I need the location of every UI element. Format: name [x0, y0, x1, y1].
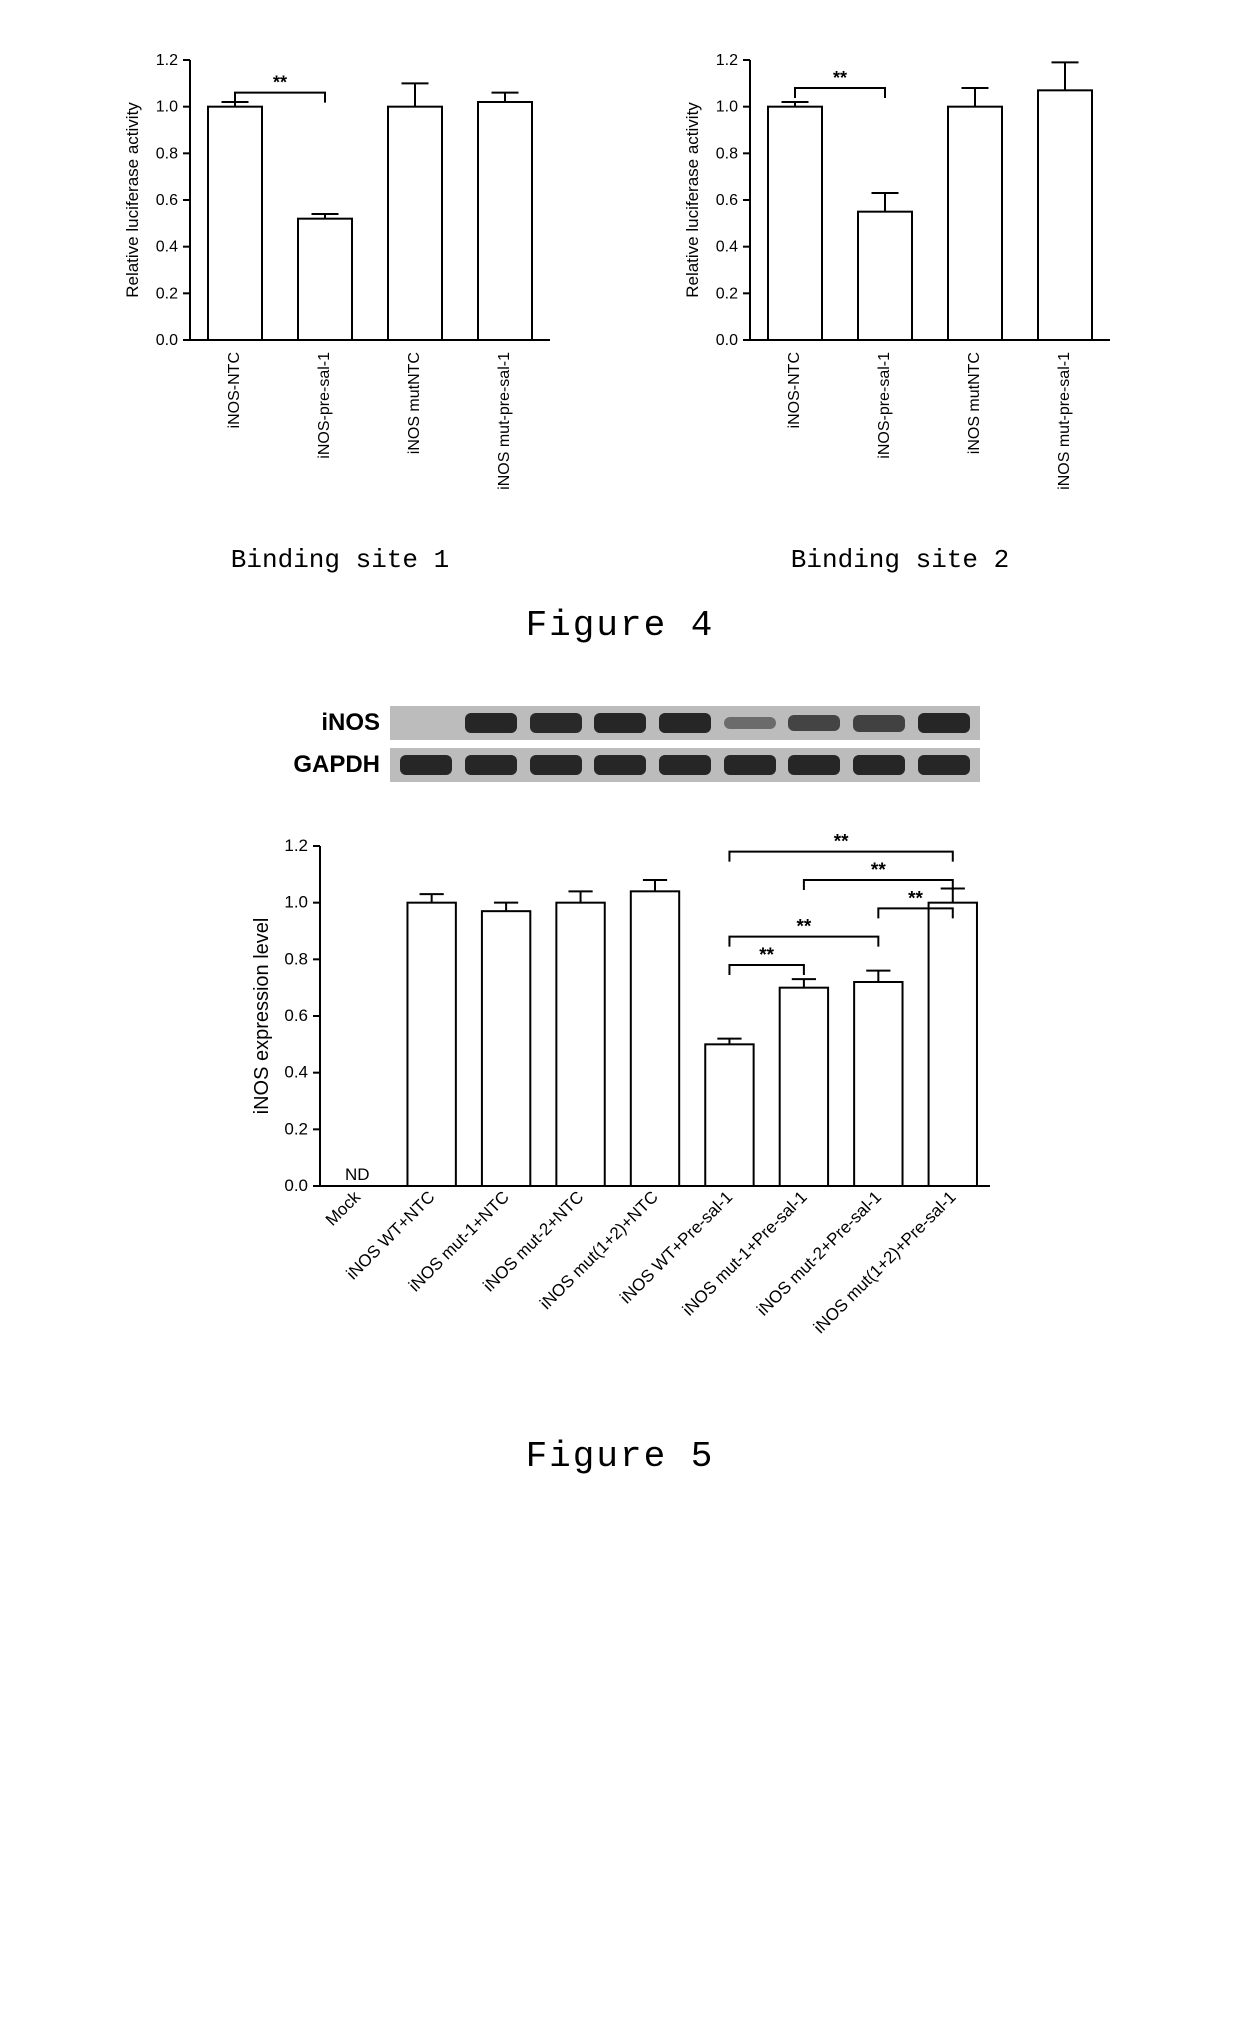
blot-band	[659, 713, 711, 733]
svg-text:iNOS mut-pre-sal-1: iNOS mut-pre-sal-1	[496, 352, 513, 490]
svg-text:0.0: 0.0	[156, 332, 178, 349]
blot-band	[400, 755, 452, 775]
svg-text:0.2: 0.2	[156, 285, 178, 302]
blot-band	[918, 755, 970, 775]
svg-text:0.2: 0.2	[284, 1119, 308, 1138]
svg-text:iNOS expression level: iNOS expression level	[251, 918, 273, 1115]
svg-text:1.0: 1.0	[716, 99, 738, 116]
svg-text:iNOS mut-2+Pre-sal-1: iNOS mut-2+Pre-sal-1	[753, 1187, 885, 1319]
blot-band	[724, 755, 776, 775]
svg-text:0.4: 0.4	[156, 239, 178, 256]
blot-strip	[390, 706, 980, 740]
blot-band	[853, 715, 905, 732]
svg-text:1.2: 1.2	[716, 52, 738, 69]
panel-binding-site-1: 0.0 0.2 0.4 0.6 0.8 1.0 1.2 Relative luciferase…	[110, 40, 570, 575]
svg-text:0.4: 0.4	[284, 1063, 308, 1082]
svg-text:1.2: 1.2	[156, 52, 178, 69]
svg-text:iNOS-pre-sal-1: iNOS-pre-sal-1	[876, 352, 893, 459]
blot-band	[788, 715, 840, 731]
svg-text:0.0: 0.0	[284, 1176, 308, 1195]
svg-text:**: **	[759, 945, 774, 966]
svg-text:Relative luciferase activity: Relative luciferase activity	[123, 102, 142, 298]
blot-label: GAPDH	[260, 751, 380, 779]
bar-chart-binding-site-1: 0.0 0.2 0.4 0.6 0.8 1.0 1.2 Relative luciferase…	[110, 40, 570, 530]
svg-text:0.6: 0.6	[284, 1006, 308, 1025]
panel-label: Binding site 1	[231, 545, 449, 575]
svg-text:iNOS-NTC: iNOS-NTC	[226, 352, 243, 428]
bar-chart-inos-expression: 0.0 0.2 0.4 0.6 0.8 1.0 1.2 iNOS expression lev…	[230, 786, 1010, 1406]
svg-text:**: **	[908, 888, 923, 909]
svg-text:**: **	[273, 73, 287, 93]
svg-text:0.8: 0.8	[156, 145, 178, 162]
blot-band	[853, 755, 905, 775]
figure-title: Figure 5	[80, 1436, 1160, 1477]
figure-title: Figure 4	[80, 605, 1160, 646]
svg-text:0.6: 0.6	[716, 192, 738, 209]
blot-band	[594, 755, 646, 775]
svg-text:1.2: 1.2	[284, 836, 308, 855]
blot-row: iNOS	[260, 706, 980, 740]
blot-band	[788, 755, 840, 775]
blot-band	[465, 713, 517, 733]
svg-text:0.0: 0.0	[716, 332, 738, 349]
figure-4: 0.0 0.2 0.4 0.6 0.8 1.0 1.2 Relative luciferase…	[80, 40, 1160, 646]
svg-text:**: **	[796, 917, 811, 938]
blot-band	[465, 755, 517, 775]
svg-text:**: **	[833, 68, 847, 88]
svg-text:0.6: 0.6	[156, 192, 178, 209]
svg-text:ND: ND	[345, 1165, 370, 1184]
svg-text:iNOS mut-pre-sal-1: iNOS mut-pre-sal-1	[1056, 352, 1073, 490]
svg-text:iNOS-pre-sal-1: iNOS-pre-sal-1	[316, 352, 333, 459]
bar-chart-binding-site-2: 0.0 0.2 0.4 0.6 0.8 1.0 1.2 Relative luciferase…	[670, 40, 1130, 530]
blot-strip	[390, 748, 980, 782]
svg-text:Relative luciferase activity: Relative luciferase activity	[683, 102, 702, 298]
svg-text:1.0: 1.0	[284, 893, 308, 912]
figure-4-panels: 0.0 0.2 0.4 0.6 0.8 1.0 1.2 Relative luciferase…	[80, 40, 1160, 575]
svg-text:iNOS mut-1+Pre-sal-1: iNOS mut-1+Pre-sal-1	[679, 1187, 811, 1319]
svg-text:1.0: 1.0	[156, 99, 178, 116]
blot-band	[724, 717, 776, 729]
svg-text:**: **	[871, 860, 886, 881]
svg-text:**: **	[834, 832, 849, 853]
svg-text:0.8: 0.8	[716, 145, 738, 162]
svg-text:0.8: 0.8	[284, 949, 308, 968]
blot-row: GAPDH	[260, 748, 980, 782]
blot-band	[918, 713, 970, 733]
svg-text:iNOS mutNTC: iNOS mutNTC	[966, 352, 983, 454]
figure-5: iNOS GAPDH 0.0 0.2 0.4 0.6 0.8 1.0 1.2 iNOS expr…	[80, 706, 1160, 1477]
panel-binding-site-2: 0.0 0.2 0.4 0.6 0.8 1.0 1.2 Relative luciferase…	[670, 40, 1130, 575]
blot-label: iNOS	[260, 709, 380, 737]
svg-text:0.4: 0.4	[716, 239, 738, 256]
svg-text:iNOS mutNTC: iNOS mutNTC	[406, 352, 423, 454]
svg-text:iNOS-NTC: iNOS-NTC	[786, 352, 803, 428]
blot-band	[659, 755, 711, 775]
svg-text:iNOS mut(1+2)+Pre-sal-1: iNOS mut(1+2)+Pre-sal-1	[810, 1187, 960, 1337]
blot-band	[400, 714, 452, 732]
blot-band	[594, 713, 646, 733]
blot-band	[530, 755, 582, 775]
svg-text:0.2: 0.2	[716, 285, 738, 302]
panel-label: Binding site 2	[791, 545, 1009, 575]
western-blot-panel: iNOS GAPDH	[260, 706, 980, 782]
svg-text:Mock: Mock	[322, 1187, 365, 1230]
blot-band	[530, 713, 582, 733]
